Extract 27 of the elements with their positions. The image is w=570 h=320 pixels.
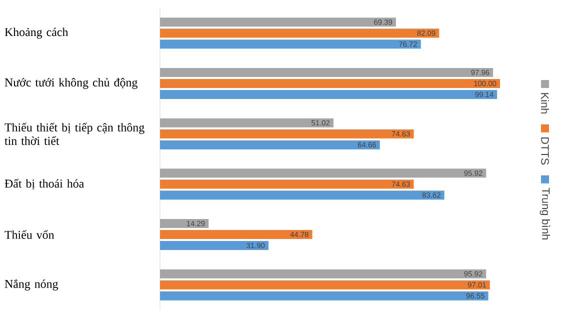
bar (160, 18, 396, 27)
bar (160, 140, 380, 150)
bar (160, 240, 268, 250)
bar (160, 168, 486, 178)
bar (160, 129, 414, 138)
bar (160, 230, 312, 239)
y-tick-label: Đất bị thoái hóa (4, 178, 84, 190)
bar (160, 280, 490, 290)
y-tick-label: Thiếu thiết bị tiếp cận thông tin thời tiết (4, 122, 144, 145)
y-tick-label: Nước tưới không chủ động (4, 78, 138, 89)
bar (160, 90, 498, 99)
bar (160, 180, 414, 189)
bar (160, 269, 486, 278)
bar (160, 219, 209, 228)
bar (160, 68, 494, 78)
bar (160, 190, 444, 200)
legend-label: DTTS (541, 137, 549, 165)
bar (160, 40, 421, 49)
bar (160, 118, 334, 128)
bar (160, 28, 440, 38)
bar (160, 291, 488, 300)
y-tick-label: Khoảng cách (4, 28, 68, 39)
y-tick-label: Nắng nóng (4, 279, 58, 290)
y-tick-label: Thiếu vốn (4, 230, 54, 239)
legend-label: Kinh (541, 93, 549, 114)
legend-label: Trung bình (540, 188, 550, 240)
bar (160, 79, 500, 88)
